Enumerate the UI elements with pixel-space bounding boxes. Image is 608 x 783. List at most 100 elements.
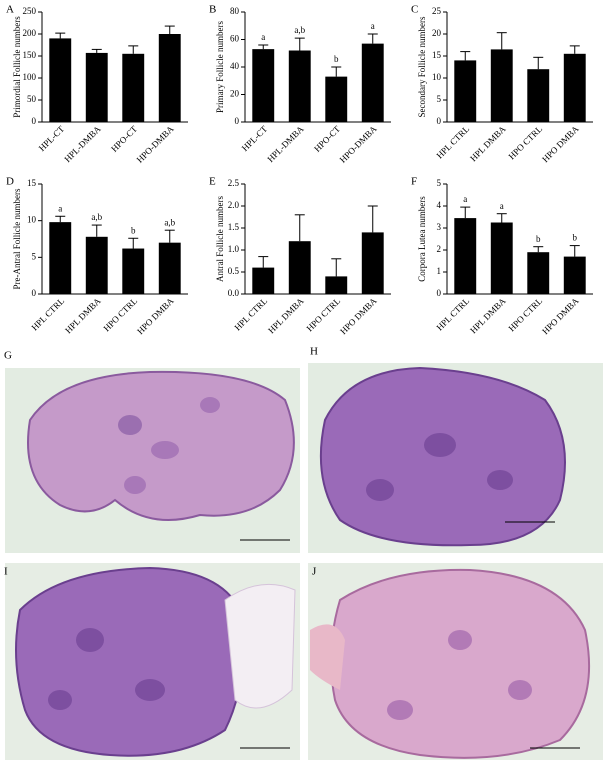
y-tick-label: 15: [27, 178, 37, 188]
y-tick-label: 80: [230, 6, 240, 16]
x-tick-label: HPO DMBA: [338, 295, 379, 336]
significance-label: a: [463, 194, 467, 204]
x-tick-label: HPO CTRL: [506, 296, 544, 334]
y-tick-label: 5: [437, 178, 442, 188]
tissue-fringe: [310, 624, 345, 690]
panel-label: D: [6, 176, 14, 188]
bar: [49, 222, 72, 294]
bar: [122, 53, 145, 122]
x-tick-label: HPL DMBA: [266, 295, 306, 335]
y-tick-label: 5: [437, 94, 442, 104]
follicle: [424, 433, 456, 457]
bar: [158, 34, 181, 122]
x-tick-label: HPO-CT: [109, 123, 139, 153]
y-tick-label: 10: [432, 72, 442, 82]
bar: [325, 76, 348, 122]
bar: [85, 236, 108, 294]
histology-i: [5, 563, 300, 760]
x-tick-label: HPO CTRL: [506, 124, 544, 162]
x-tick-label: HPL DMBA: [468, 295, 508, 335]
bar: [85, 52, 108, 122]
y-tick-label: 100: [23, 72, 37, 82]
histology-h: [308, 363, 603, 553]
y-tick-label: 0: [32, 116, 37, 126]
x-tick-label: HPL-CT: [37, 123, 67, 153]
panel-label: G: [4, 350, 12, 362]
y-axis-label: Secondary Follicle numbers: [417, 16, 427, 117]
y-tick-label: 20: [230, 89, 240, 99]
significance-label: a: [261, 32, 265, 42]
y-tick-label: 1.5: [228, 222, 240, 232]
y-axis-label: Primary Follicle numbers: [215, 21, 225, 113]
y-tick-label: 10: [27, 215, 37, 225]
y-axis-label: Antral Follicle numbers: [215, 196, 225, 282]
y-tick-label: 0.5: [228, 266, 240, 276]
y-tick-label: 200: [23, 28, 37, 38]
y-tick-label: 0: [32, 288, 37, 298]
y-tick-label: 20: [432, 28, 442, 38]
bar: [252, 49, 275, 122]
y-tick-label: 60: [230, 34, 240, 44]
y-tick-label: 25: [432, 6, 442, 16]
y-tick-label: 40: [230, 61, 240, 71]
bar: [527, 69, 550, 122]
follicle: [200, 397, 220, 413]
bar: [325, 276, 348, 294]
panel-label: I: [4, 566, 8, 578]
y-tick-label: 5: [32, 251, 37, 261]
y-tick-label: 50: [27, 94, 37, 104]
bar: [288, 50, 311, 122]
bar: [563, 53, 586, 122]
follicle: [366, 479, 394, 501]
panel-label: J: [312, 566, 317, 578]
y-axis-label: Pre-Antral Follicle numbers: [12, 188, 22, 289]
follicle: [151, 441, 179, 459]
y-tick-label: 2.0: [228, 200, 240, 210]
bar: [361, 232, 384, 294]
x-tick-label: HPO DMBA: [540, 295, 581, 336]
x-tick-label: HPL CTRL: [434, 296, 471, 333]
panel-label: B: [209, 4, 216, 16]
x-tick-label: HPO-CT: [312, 123, 342, 153]
follicle: [508, 680, 532, 700]
panel-label: C: [411, 4, 418, 16]
significance-label: b: [131, 225, 136, 235]
follicle: [118, 415, 142, 435]
significance-label: a,b: [294, 25, 305, 35]
x-tick-label: HPO CTRL: [101, 296, 139, 334]
y-axis-label: Primordial Follicle numbers: [12, 16, 22, 118]
x-tick-label: HPO DMBA: [540, 123, 581, 164]
x-tick-label: HPO CTRL: [304, 296, 342, 334]
bar: [122, 248, 145, 294]
bar: [454, 60, 477, 122]
bar: [49, 38, 72, 122]
bar: [563, 256, 586, 294]
x-tick-label: HPL-DMBA: [265, 123, 306, 164]
y-tick-label: 15: [432, 50, 442, 60]
follicle: [76, 628, 104, 652]
histology-j: [308, 563, 603, 760]
significance-label: b: [536, 234, 541, 244]
y-tick-label: 0: [235, 116, 240, 126]
x-tick-label: HPL CTRL: [434, 124, 471, 161]
x-tick-label: HPO DMBA: [135, 295, 176, 336]
bar: [361, 43, 384, 122]
significance-label: a: [500, 201, 504, 211]
y-tick-label: 250: [23, 6, 37, 16]
significance-label: a,b: [164, 217, 175, 227]
y-tick-label: 4: [437, 200, 442, 210]
y-tick-label: 1: [437, 266, 442, 276]
follicle: [487, 470, 513, 490]
significance-label: b: [573, 233, 578, 243]
x-tick-label: HPO-DMBA: [135, 123, 176, 164]
panel-label: F: [411, 176, 417, 188]
tissue-fringe: [224, 583, 296, 709]
y-tick-label: 2.5: [228, 178, 240, 188]
bar: [288, 241, 311, 294]
y-tick-label: 1.0: [228, 244, 240, 254]
